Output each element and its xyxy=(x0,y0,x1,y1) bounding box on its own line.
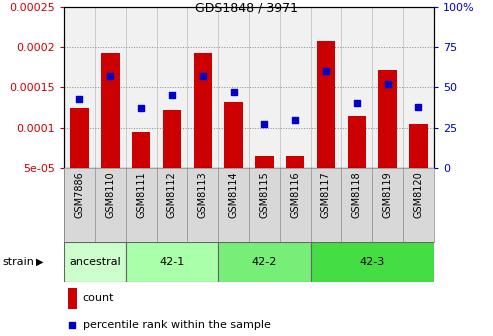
Text: GSM8120: GSM8120 xyxy=(414,172,423,218)
Bar xyxy=(378,70,397,168)
Text: GSM8112: GSM8112 xyxy=(167,172,177,218)
Bar xyxy=(341,7,372,168)
Bar xyxy=(68,288,77,309)
Text: ancestral: ancestral xyxy=(69,257,121,267)
Text: GSM8114: GSM8114 xyxy=(229,172,239,218)
Point xyxy=(75,96,83,101)
Point xyxy=(68,323,76,328)
Text: GSM8117: GSM8117 xyxy=(321,172,331,218)
Point xyxy=(137,106,145,111)
Bar xyxy=(255,156,274,168)
Point xyxy=(291,117,299,122)
Point xyxy=(353,101,361,106)
Text: count: count xyxy=(83,293,114,303)
Text: GDS1848 / 3971: GDS1848 / 3971 xyxy=(195,2,298,15)
Text: strain: strain xyxy=(2,257,35,267)
Bar xyxy=(403,7,434,168)
Text: GSM8110: GSM8110 xyxy=(106,172,115,218)
Point xyxy=(384,81,391,87)
Bar xyxy=(218,7,249,168)
Bar xyxy=(224,102,243,168)
Bar xyxy=(218,242,311,282)
Bar xyxy=(348,116,366,168)
Bar xyxy=(280,7,311,168)
Bar xyxy=(317,41,335,168)
Bar xyxy=(286,156,305,168)
Text: 42-2: 42-2 xyxy=(252,257,277,267)
Point xyxy=(260,122,268,127)
Bar xyxy=(187,7,218,168)
Bar xyxy=(101,53,119,168)
Bar xyxy=(70,108,89,168)
Text: percentile rank within the sample: percentile rank within the sample xyxy=(83,320,271,330)
Bar xyxy=(163,110,181,168)
Text: ▶: ▶ xyxy=(35,257,43,267)
Point xyxy=(322,69,330,74)
Text: GSM8119: GSM8119 xyxy=(383,172,392,218)
Bar xyxy=(64,7,95,168)
Bar xyxy=(311,7,341,168)
Text: GSM8115: GSM8115 xyxy=(259,172,269,218)
Point xyxy=(106,73,114,79)
Text: 42-3: 42-3 xyxy=(359,257,385,267)
Text: GSM8113: GSM8113 xyxy=(198,172,208,218)
Bar xyxy=(132,132,150,168)
Point xyxy=(415,104,423,110)
Text: GSM8116: GSM8116 xyxy=(290,172,300,218)
Bar xyxy=(157,7,187,168)
Bar xyxy=(249,7,280,168)
Bar xyxy=(64,242,126,282)
Bar xyxy=(126,7,157,168)
Bar xyxy=(311,242,434,282)
Bar xyxy=(95,7,126,168)
Bar xyxy=(126,242,218,282)
Bar xyxy=(193,53,212,168)
Text: GSM8118: GSM8118 xyxy=(352,172,362,218)
Point xyxy=(199,73,207,79)
Text: GSM7886: GSM7886 xyxy=(74,172,84,218)
Text: GSM8111: GSM8111 xyxy=(136,172,146,218)
Bar xyxy=(409,124,427,168)
Point xyxy=(168,93,176,98)
Text: 42-1: 42-1 xyxy=(159,257,184,267)
Point xyxy=(230,89,238,95)
Bar xyxy=(372,7,403,168)
